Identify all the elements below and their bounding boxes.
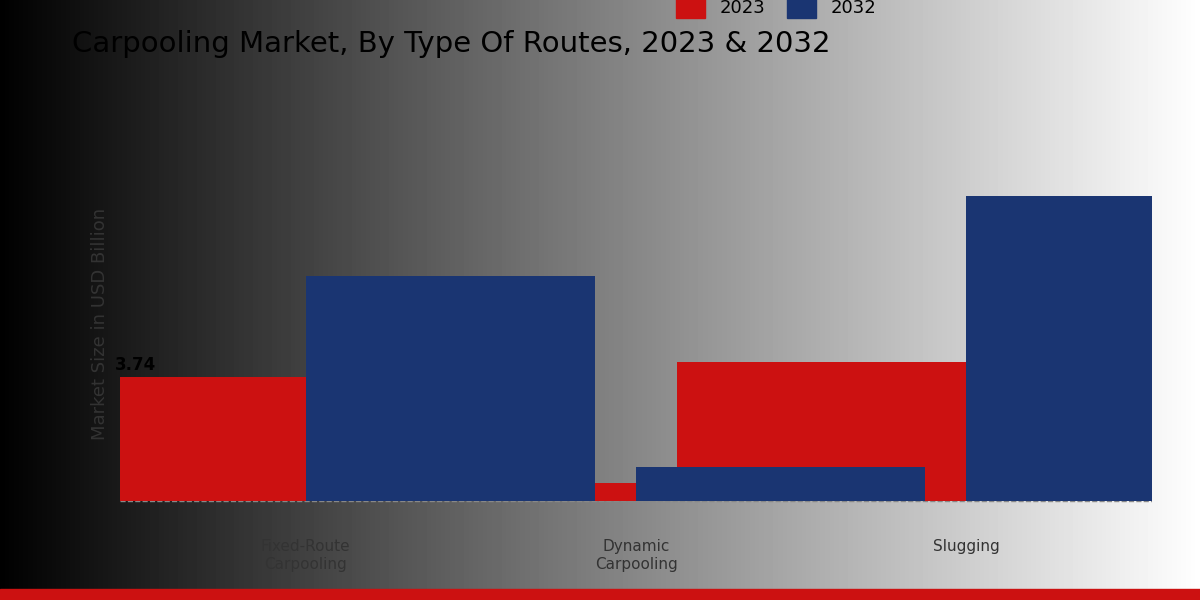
Bar	[347, 483, 636, 502]
Text: Carpooling Market, By Type Of Routes, 2023 & 2032: Carpooling Market, By Type Of Routes, 20…	[72, 30, 830, 58]
Y-axis label: Market Size in USD Billion: Market Size in USD Billion	[91, 208, 109, 440]
Bar	[306, 276, 595, 502]
Legend: 2023, 2032: 2023, 2032	[667, 0, 884, 28]
Bar	[17, 377, 306, 502]
Bar	[636, 467, 925, 502]
Text: 3.74: 3.74	[115, 356, 156, 374]
Bar	[966, 196, 1200, 502]
Bar	[677, 362, 966, 502]
